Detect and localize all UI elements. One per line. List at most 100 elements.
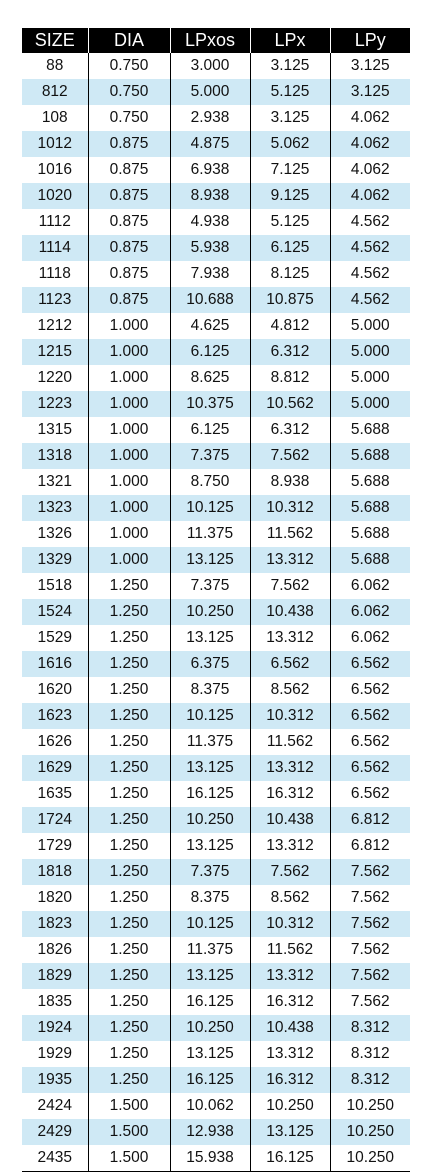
cell-dia: 1.250 bbox=[87, 885, 170, 911]
cell-size: 1529 bbox=[37, 629, 72, 646]
cell-lpxos: 16.125 bbox=[169, 781, 250, 807]
cell-dia: 1.250 bbox=[87, 625, 170, 651]
table-row: 2429 1.500 12.938 13.125 10.250 bbox=[22, 1119, 410, 1145]
cell-dia: 1.250 bbox=[87, 937, 170, 963]
cell-lpy: 6.062 bbox=[329, 573, 410, 599]
cell-lpy: 6.062 bbox=[329, 625, 410, 651]
cell-dia: 1.000 bbox=[87, 391, 170, 417]
table-row: 108 0.750 2.938 3.125 4.062 bbox=[22, 105, 410, 131]
cell-lpx: 6.562 bbox=[249, 651, 330, 677]
cell-dia: 1.250 bbox=[87, 911, 170, 937]
cell-lpy: 8.312 bbox=[329, 1041, 410, 1067]
cell-dia: 0.875 bbox=[87, 261, 170, 287]
cell-dia: 0.875 bbox=[87, 131, 170, 157]
cell-lpy: 5.000 bbox=[329, 313, 410, 339]
table-row: 1729 1.250 13.125 13.312 6.812 bbox=[22, 833, 410, 859]
cell-lpx: 7.125 bbox=[249, 157, 330, 183]
table-row: 1318 1.000 7.375 7.562 5.688 bbox=[22, 443, 410, 469]
table-row: 1012 0.875 4.875 5.062 4.062 bbox=[22, 131, 410, 157]
cell-dia: 1.250 bbox=[87, 781, 170, 807]
table-row: 1212 1.000 4.625 4.812 5.000 bbox=[22, 313, 410, 339]
table-row: 1620 1.250 8.375 8.562 6.562 bbox=[22, 677, 410, 703]
cell-lpxos: 7.375 bbox=[169, 573, 250, 599]
cell-lpx: 10.438 bbox=[249, 1015, 330, 1041]
table-row: 1112 0.875 4.938 5.125 4.562 bbox=[22, 209, 410, 235]
table-row: 2435 1.500 15.938 16.125 10.250 bbox=[22, 1145, 410, 1172]
cell-dia: 1.500 bbox=[87, 1119, 170, 1145]
table-row: 1835 1.250 16.125 16.312 7.562 bbox=[22, 989, 410, 1015]
cell-lpxos: 13.125 bbox=[169, 547, 250, 573]
cell-lpy: 7.562 bbox=[329, 885, 410, 911]
cell-size: 1215 bbox=[22, 339, 88, 365]
cell-lpxos: 8.375 bbox=[169, 677, 250, 703]
cell-size: 812 bbox=[22, 79, 88, 105]
cell-size: 1724 bbox=[22, 807, 88, 833]
header-row: SIZE DIA LPxos LPx LPy bbox=[22, 28, 410, 53]
header-lpx: LPx bbox=[249, 28, 330, 53]
cell-lpxos: 8.375 bbox=[169, 885, 250, 911]
cell-lpxos: 13.125 bbox=[169, 833, 250, 859]
table-row: 1626 1.250 11.375 11.562 6.562 bbox=[22, 729, 410, 755]
table-row: 1220 1.000 8.625 8.812 5.000 bbox=[22, 365, 410, 391]
cell-dia: 0.750 bbox=[87, 105, 170, 131]
cell-lpy: 6.562 bbox=[329, 755, 410, 781]
cell-lpxos: 11.375 bbox=[169, 937, 250, 963]
table-row: 1016 0.875 6.938 7.125 4.062 bbox=[22, 157, 410, 183]
table-row: 1929 1.250 13.125 13.312 8.312 bbox=[22, 1041, 410, 1067]
cell-size: 1629 bbox=[22, 755, 88, 781]
cell-lpxos: 15.938 bbox=[169, 1145, 250, 1172]
cell-lpx: 5.125 bbox=[249, 209, 330, 235]
cell-lpx: 11.562 bbox=[249, 937, 330, 963]
cell-size: 1518 bbox=[37, 577, 72, 594]
cell-dia: 0.750 bbox=[87, 53, 170, 79]
cell-lpy: 7.562 bbox=[329, 911, 410, 937]
cell-lpy: 6.562 bbox=[329, 677, 410, 703]
cell-size: 2424 bbox=[37, 1097, 72, 1114]
cell-lpxos: 7.375 bbox=[169, 443, 250, 469]
cell-lpy: 5.688 bbox=[329, 443, 410, 469]
table-row: 1818 1.250 7.375 7.562 7.562 bbox=[22, 859, 410, 885]
cell-lpx: 10.438 bbox=[249, 807, 330, 833]
table-row: 1635 1.250 16.125 16.312 6.562 bbox=[22, 781, 410, 807]
cell-lpxos: 10.125 bbox=[169, 911, 250, 937]
cell-lpx: 13.312 bbox=[249, 547, 330, 573]
cell-size: 1016 bbox=[37, 161, 72, 178]
cell-lpx: 10.875 bbox=[249, 287, 330, 313]
table-row: 2424 1.500 10.062 10.250 10.250 bbox=[22, 1093, 410, 1119]
table-row: 1326 1.000 11.375 11.562 5.688 bbox=[22, 521, 410, 547]
cell-lpxos: 8.750 bbox=[169, 469, 250, 495]
cell-lpxos: 13.125 bbox=[169, 625, 250, 651]
cell-lpxos: 16.125 bbox=[169, 989, 250, 1015]
cell-size: 1123 bbox=[22, 287, 88, 313]
cell-lpx: 13.312 bbox=[249, 963, 330, 989]
cell-lpy: 4.062 bbox=[329, 131, 410, 157]
size-spec-table: SIZE DIA LPxos LPx LPy 88 0.750 3.000 3.125… bbox=[22, 28, 410, 1172]
cell-lpy: 5.000 bbox=[329, 391, 410, 417]
cell-size: 1326 bbox=[37, 525, 72, 542]
cell-size: 1823 bbox=[22, 911, 88, 937]
table-row: 1123 0.875 10.688 10.875 4.562 bbox=[22, 287, 410, 313]
cell-size: 1835 bbox=[37, 993, 72, 1010]
cell-dia: 1.250 bbox=[87, 651, 170, 677]
cell-lpx: 10.312 bbox=[249, 703, 330, 729]
cell-lpxos: 4.875 bbox=[169, 131, 250, 157]
cell-dia: 0.875 bbox=[87, 235, 170, 261]
cell-lpxos: 4.625 bbox=[169, 313, 250, 339]
cell-lpxos: 10.062 bbox=[169, 1093, 250, 1119]
cell-lpx: 8.938 bbox=[249, 469, 330, 495]
cell-size: 1623 bbox=[22, 703, 88, 729]
cell-lpy: 5.000 bbox=[329, 339, 410, 365]
cell-lpy: 5.688 bbox=[329, 547, 410, 573]
cell-lpy: 5.688 bbox=[329, 469, 410, 495]
cell-lpx: 8.562 bbox=[249, 885, 330, 911]
cell-dia: 1.250 bbox=[87, 989, 170, 1015]
cell-size: 1318 bbox=[22, 443, 88, 469]
cell-dia: 1.000 bbox=[87, 417, 170, 443]
cell-lpx: 7.562 bbox=[249, 859, 330, 885]
cell-lpy: 8.312 bbox=[329, 1015, 410, 1041]
table-row: 1321 1.000 8.750 8.938 5.688 bbox=[22, 469, 410, 495]
cell-lpy: 7.562 bbox=[329, 989, 410, 1015]
cell-lpy: 6.562 bbox=[329, 651, 410, 677]
cell-dia: 1.250 bbox=[87, 859, 170, 885]
cell-lpxos: 2.938 bbox=[169, 105, 250, 131]
